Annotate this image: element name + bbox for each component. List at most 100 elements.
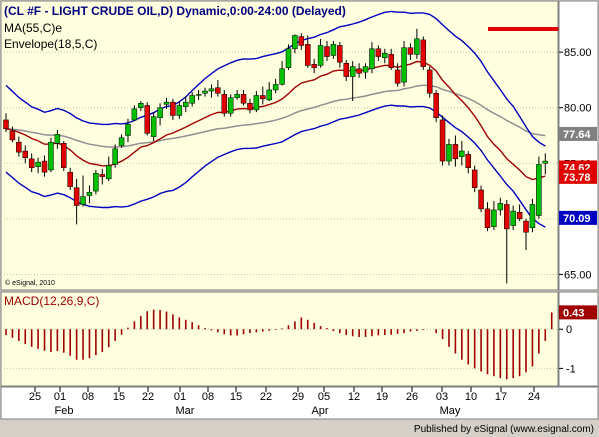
candle xyxy=(61,141,67,172)
day-label: 24 xyxy=(528,391,540,403)
candle xyxy=(150,112,157,142)
indicator-lines xyxy=(5,10,546,228)
price-flag-box xyxy=(559,126,597,141)
candle-body xyxy=(28,158,35,168)
candle-body xyxy=(221,94,228,114)
candle-body xyxy=(471,169,478,188)
candle-body xyxy=(292,35,298,50)
day-label: 17 xyxy=(495,391,507,403)
candle-body xyxy=(189,95,195,104)
price-tick-label: 65.00 xyxy=(564,269,592,281)
candle-body xyxy=(324,46,330,57)
candle xyxy=(420,36,427,70)
candle xyxy=(349,61,356,102)
candle-body xyxy=(337,45,343,63)
candle-body xyxy=(86,191,93,196)
day-label: 22 xyxy=(260,391,272,403)
envelope-lower-line xyxy=(5,104,546,228)
day-label: 08 xyxy=(202,391,214,403)
candle xyxy=(221,89,228,117)
footer: Published by eSignal (www.esignal.com) xyxy=(414,424,594,435)
candle-body xyxy=(420,39,427,67)
candle xyxy=(48,137,54,173)
candle xyxy=(93,169,99,195)
time-axis[interactable] xyxy=(0,386,599,420)
candle xyxy=(208,84,215,98)
price-scale[interactable] xyxy=(558,0,599,291)
day-label: 01 xyxy=(54,391,66,403)
candle xyxy=(157,103,163,126)
candle xyxy=(176,101,183,119)
candle-body xyxy=(439,119,446,162)
candle xyxy=(54,129,61,149)
watermark: © eSignal, 2010 xyxy=(5,279,55,287)
candle xyxy=(523,218,529,250)
candle xyxy=(459,141,465,166)
candle-body xyxy=(317,45,324,66)
candle-body xyxy=(407,47,414,55)
candle xyxy=(478,185,484,213)
candle xyxy=(542,153,549,175)
candle-body xyxy=(362,66,369,73)
candle xyxy=(465,151,471,174)
price-tick-label: 80.00 xyxy=(564,103,592,115)
candle xyxy=(170,98,176,120)
candle-body xyxy=(356,68,362,74)
candle-body xyxy=(150,116,157,137)
candle-body xyxy=(227,97,234,114)
candle-body xyxy=(401,47,407,83)
candle-body xyxy=(138,103,144,108)
candle-body xyxy=(388,54,394,68)
macd-scale-ticks: 0 -1 xyxy=(559,324,576,375)
candle xyxy=(484,202,491,232)
candle-body xyxy=(16,141,22,153)
candle-body xyxy=(516,211,523,220)
day-label: 26 xyxy=(406,391,418,403)
candle xyxy=(266,82,272,102)
candle-body xyxy=(452,144,459,160)
candle xyxy=(491,201,497,230)
candle-body xyxy=(80,196,86,205)
candle-body xyxy=(510,210,516,226)
candle xyxy=(446,138,452,166)
candle xyxy=(292,34,298,54)
day-label: 15 xyxy=(230,391,242,403)
candle-body xyxy=(67,171,73,187)
candle xyxy=(35,157,41,174)
candle xyxy=(86,185,93,204)
price-flag-box xyxy=(559,169,597,184)
price-flag-label: 70.09 xyxy=(563,213,591,225)
candle-body xyxy=(491,209,497,227)
chart-title: (CL #F - LIGHT CRUDE OIL,D) Dynamic,0:00… xyxy=(4,4,346,18)
month-label: Mar xyxy=(176,405,195,417)
candle xyxy=(22,145,29,164)
candle xyxy=(41,155,48,177)
price-flag-label: 73.78 xyxy=(563,172,591,184)
candle xyxy=(324,41,330,62)
candle-body xyxy=(478,189,484,210)
candle-body xyxy=(330,44,337,56)
candle-body xyxy=(369,48,375,70)
price-flag-label: 77.64 xyxy=(563,129,591,141)
candle-body xyxy=(234,94,240,98)
candle xyxy=(138,101,144,112)
candle xyxy=(227,94,234,117)
candle-body xyxy=(35,161,41,167)
candle xyxy=(189,92,195,107)
candle xyxy=(202,87,208,97)
candle xyxy=(73,178,80,225)
candle-body xyxy=(349,66,356,77)
macd-histogram xyxy=(5,309,553,380)
candle-body xyxy=(105,165,112,180)
candle xyxy=(28,153,35,173)
candle xyxy=(311,58,317,74)
candle-body xyxy=(41,160,48,173)
macd-tick-label: -1 xyxy=(566,363,576,375)
macd-panel[interactable] xyxy=(0,291,559,387)
candle xyxy=(304,35,311,68)
envelope-label: Envelope(18,5,C) xyxy=(4,37,97,51)
candle xyxy=(529,198,536,233)
candle-body xyxy=(54,134,61,144)
candle xyxy=(67,167,73,190)
